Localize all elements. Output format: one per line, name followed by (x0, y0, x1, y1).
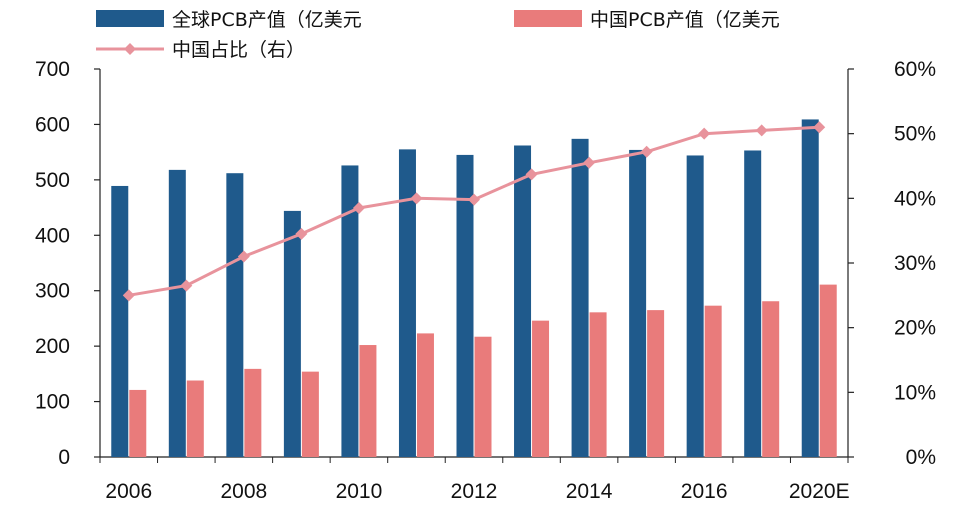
x-tick-label: 2012 (451, 480, 498, 503)
point-china-share (813, 121, 826, 134)
point-china-share (180, 279, 193, 292)
bar-china-pcb (647, 310, 665, 457)
y-right-tick-label: 60% (894, 58, 936, 81)
bar-global-pcb (226, 173, 244, 457)
y-left-tick-label: 500 (35, 169, 70, 192)
point-china-share (698, 127, 711, 140)
y-left-tick-label: 700 (35, 58, 70, 81)
y-left-tick-label: 200 (35, 335, 70, 358)
bar-global-pcb (629, 149, 647, 457)
bar-china-pcb (819, 284, 837, 457)
bar-global-pcb (514, 145, 532, 457)
legend-swatch-china-pcb (514, 10, 582, 27)
bar-china-pcb (244, 368, 262, 457)
x-tick-label: 2014 (566, 480, 613, 503)
legend-swatch-china-share-marker (124, 43, 136, 55)
point-china-share (410, 192, 423, 205)
x-tick-label: 2016 (681, 480, 728, 503)
plot-area: 0 100 200 300 400 500 600 700 0% 10% 20% 30% 40% 50% 6… (35, 58, 936, 503)
legend-label-global-pcb: 全球PCB产值（亿美元 (172, 9, 362, 31)
y-right-tick-label: 10% (894, 381, 936, 404)
legend-swatch-global-pcb (96, 10, 164, 27)
point-china-share (237, 250, 250, 263)
point-china-share (583, 156, 596, 169)
bar-global-pcb (571, 138, 589, 457)
legend-label-china-pcb: 中国PCB产值（亿美元 (590, 9, 780, 31)
bar-global-pcb (801, 119, 819, 457)
x-tick-label: 2020E (789, 480, 850, 503)
y-left-tick-label: 400 (35, 224, 70, 247)
bar-china-pcb (474, 336, 492, 457)
legend-label-china-share: 中国占比（右） (172, 39, 305, 61)
y-right-tick-label: 20% (894, 317, 936, 340)
point-china-share (525, 168, 538, 181)
bar-global-pcb (398, 149, 416, 457)
y-left-tick-label: 100 (35, 391, 70, 414)
bar-global-pcb (168, 169, 186, 457)
bar-china-pcb (416, 333, 434, 457)
bar-global-pcb (283, 210, 301, 457)
y-right-tick-label: 0% (906, 446, 936, 469)
bar-china-pcb (129, 389, 147, 457)
point-china-share (468, 193, 480, 206)
y-right-tick-label: 30% (894, 252, 936, 275)
point-china-share (640, 145, 653, 158)
bar-china-pcb (186, 380, 204, 457)
point-china-share (295, 227, 308, 240)
y-left-tick-label: 300 (35, 280, 70, 303)
bar-global-pcb (686, 155, 704, 457)
y-right-tick-label: 40% (894, 187, 936, 210)
y-left-tick-label: 0 (58, 446, 70, 469)
point-china-share (755, 124, 768, 137)
bar-china-pcb (762, 301, 780, 457)
x-tick-label: 2008 (220, 480, 267, 503)
y-right-tick-label: 50% (894, 123, 936, 146)
bar-global-pcb (744, 150, 762, 458)
x-tick-label: 2010 (336, 480, 383, 503)
bar-china-pcb (532, 320, 550, 457)
bar-global-pcb (111, 185, 129, 457)
x-tick-label: 2006 (105, 480, 152, 503)
bar-china-pcb (301, 371, 319, 457)
bar-china-pcb (589, 312, 607, 457)
bar-china-pcb (359, 345, 377, 457)
bar-china-pcb (704, 305, 722, 457)
bar-global-pcb (456, 154, 474, 457)
y-left-tick-label: 600 (35, 113, 70, 136)
bar-global-pcb (341, 165, 359, 457)
legend: 全球PCB产值（亿美元 中国PCB产值（亿美元 中国占比（右） (96, 9, 780, 61)
point-china-share (122, 289, 135, 302)
point-china-share (352, 202, 365, 215)
